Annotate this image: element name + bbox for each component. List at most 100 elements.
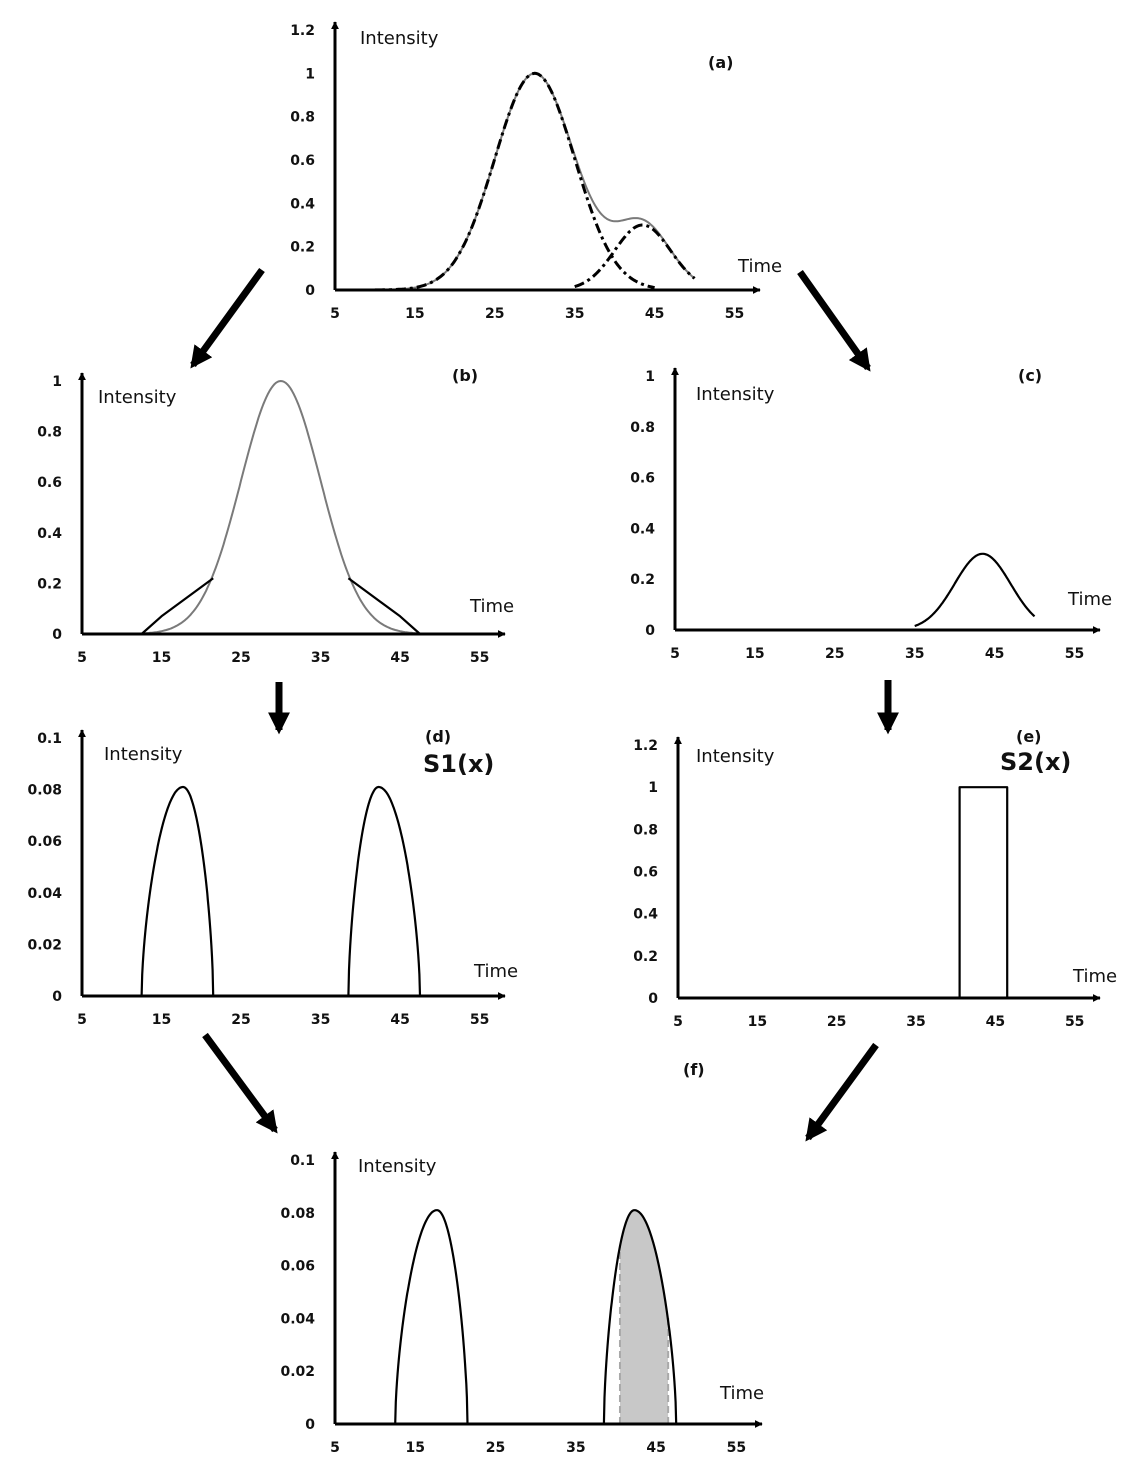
x-tick-label: 15 [406, 1440, 425, 1456]
series-line [347, 577, 421, 635]
y-axis-title: Intensity [358, 1156, 437, 1177]
x-axis-title: Time [469, 596, 514, 617]
x-tick-label: 45 [986, 1014, 1005, 1030]
series-line [602, 1209, 678, 1425]
x-tick-label: 25 [827, 1014, 846, 1030]
x-tick-label: 15 [748, 1014, 767, 1030]
y-tick-label: 1 [645, 369, 655, 385]
y-tick-label: 0.8 [633, 822, 658, 838]
y-tick-label: 0.6 [290, 153, 315, 169]
chart-panel-a: 5 15 25 35 45 55 0 0.2 0.4 0.6 0.8 1 1.2 Intensity Tim… [290, 21, 782, 322]
x-tick-label: 5 [77, 650, 87, 666]
x-tick-label: 45 [390, 650, 409, 666]
series-line [374, 71, 655, 292]
x-tick-label: 55 [727, 1440, 746, 1456]
y-tick-label: 0.2 [633, 949, 658, 965]
y-tick-label: 0 [52, 627, 62, 643]
y-tick-label: 0.8 [37, 425, 62, 441]
y-tick-label: 1 [305, 66, 315, 82]
x-tick-label: 55 [1065, 1014, 1084, 1030]
y-tick-label: 0.6 [633, 865, 658, 881]
x-tick-label: 5 [330, 1440, 340, 1456]
y-tick-label: 0.2 [630, 572, 655, 588]
series-line [374, 72, 696, 291]
x-tick-label: 35 [566, 1440, 585, 1456]
y-tick-label: 0.4 [630, 521, 655, 537]
y-tick-label: 0.6 [37, 475, 62, 491]
y-tick-label: 0.2 [290, 240, 315, 256]
x-axis-title: Time [737, 256, 782, 277]
x-tick-label: 25 [485, 306, 504, 322]
flow-arrow-a-to-c [797, 269, 871, 372]
shaded-area [619, 1210, 669, 1424]
x-tick-label: 15 [405, 306, 424, 322]
x-axis-title: Time [1072, 966, 1117, 987]
panel-label: (e) [1016, 727, 1041, 746]
flow-arrow-a-to-b [190, 267, 265, 369]
x-tick-label: 25 [231, 650, 250, 666]
x-tick-label: 45 [985, 646, 1004, 662]
x-tick-label: 5 [673, 1014, 683, 1030]
x-tick-label: 45 [646, 1440, 665, 1456]
x-tick-label: 25 [825, 646, 844, 662]
y-axis-title: Intensity [696, 746, 775, 767]
y-tick-label: 0.06 [280, 1259, 315, 1275]
panel-label: (f) [683, 1060, 705, 1079]
x-axis-title: Time [1067, 589, 1112, 610]
y-tick-label: 1 [52, 374, 62, 390]
y-tick-label: 0.1 [290, 1153, 315, 1169]
chart-panel-c: 5 15 25 35 45 55 0 0.2 0.4 0.6 0.8 1 Intensity Time (c… [630, 366, 1112, 662]
y-tick-label: 0.04 [27, 886, 62, 902]
y-tick-label: 0 [305, 1417, 315, 1433]
x-tick-label: 5 [670, 646, 680, 662]
x-tick-label: 35 [906, 1014, 925, 1030]
x-tick-label: 25 [231, 1012, 250, 1028]
y-tick-label: 0 [645, 623, 655, 639]
series-line [394, 1209, 469, 1425]
y-tick-label: 0.8 [290, 110, 315, 126]
y-tick-label: 0.1 [37, 731, 62, 747]
x-axis-title: Time [473, 961, 518, 982]
y-axis-title: Intensity [360, 28, 439, 49]
x-tick-label: 55 [470, 1012, 489, 1028]
y-tick-label: 0.2 [37, 576, 62, 592]
x-axis-title: Time [719, 1383, 764, 1404]
y-tick-label: 0.8 [630, 420, 655, 436]
x-tick-label: 45 [390, 1012, 409, 1028]
series-line [347, 785, 422, 997]
y-tick-label: 0.02 [27, 937, 62, 953]
y-tick-label: 0 [648, 991, 658, 1007]
series-line [958, 786, 1009, 998]
chart-panel-b: 5 15 25 35 45 55 0 0.2 0.4 0.6 0.8 1 Intensity Time (b… [37, 366, 514, 666]
y-axis-title: Intensity [104, 744, 183, 765]
y-tick-label: 0.06 [27, 834, 62, 850]
x-tick-label: 5 [330, 306, 340, 322]
x-tick-label: 35 [905, 646, 924, 662]
x-tick-label: 45 [645, 306, 664, 322]
y-tick-label: 1.2 [290, 23, 315, 39]
y-axis-title: Intensity [696, 384, 775, 405]
x-tick-label: 35 [565, 306, 584, 322]
flow-arrow-e-to-f [805, 1042, 879, 1142]
x-tick-label: 15 [152, 1012, 171, 1028]
x-tick-label: 35 [311, 650, 330, 666]
x-tick-label: 55 [470, 650, 489, 666]
series-line [573, 223, 696, 289]
x-tick-label: 15 [745, 646, 764, 662]
flow-arrows [190, 267, 899, 1142]
series-line [140, 785, 215, 997]
series-line [914, 552, 1036, 628]
x-tick-label: 35 [311, 1012, 330, 1028]
panel-label: (d) [425, 727, 451, 746]
series-line [121, 380, 440, 635]
x-tick-label: 25 [486, 1440, 505, 1456]
x-tick-label: 55 [1065, 646, 1084, 662]
y-tick-label: 0.4 [37, 526, 62, 542]
flow-arrow-d-to-f [202, 1032, 278, 1134]
formula-label: S1(x) [423, 750, 494, 778]
series-line [140, 577, 214, 635]
y-tick-label: 0.4 [290, 196, 315, 212]
x-tick-label: 15 [152, 650, 171, 666]
y-tick-label: 0 [52, 989, 62, 1005]
panel-label: (a) [708, 53, 733, 72]
